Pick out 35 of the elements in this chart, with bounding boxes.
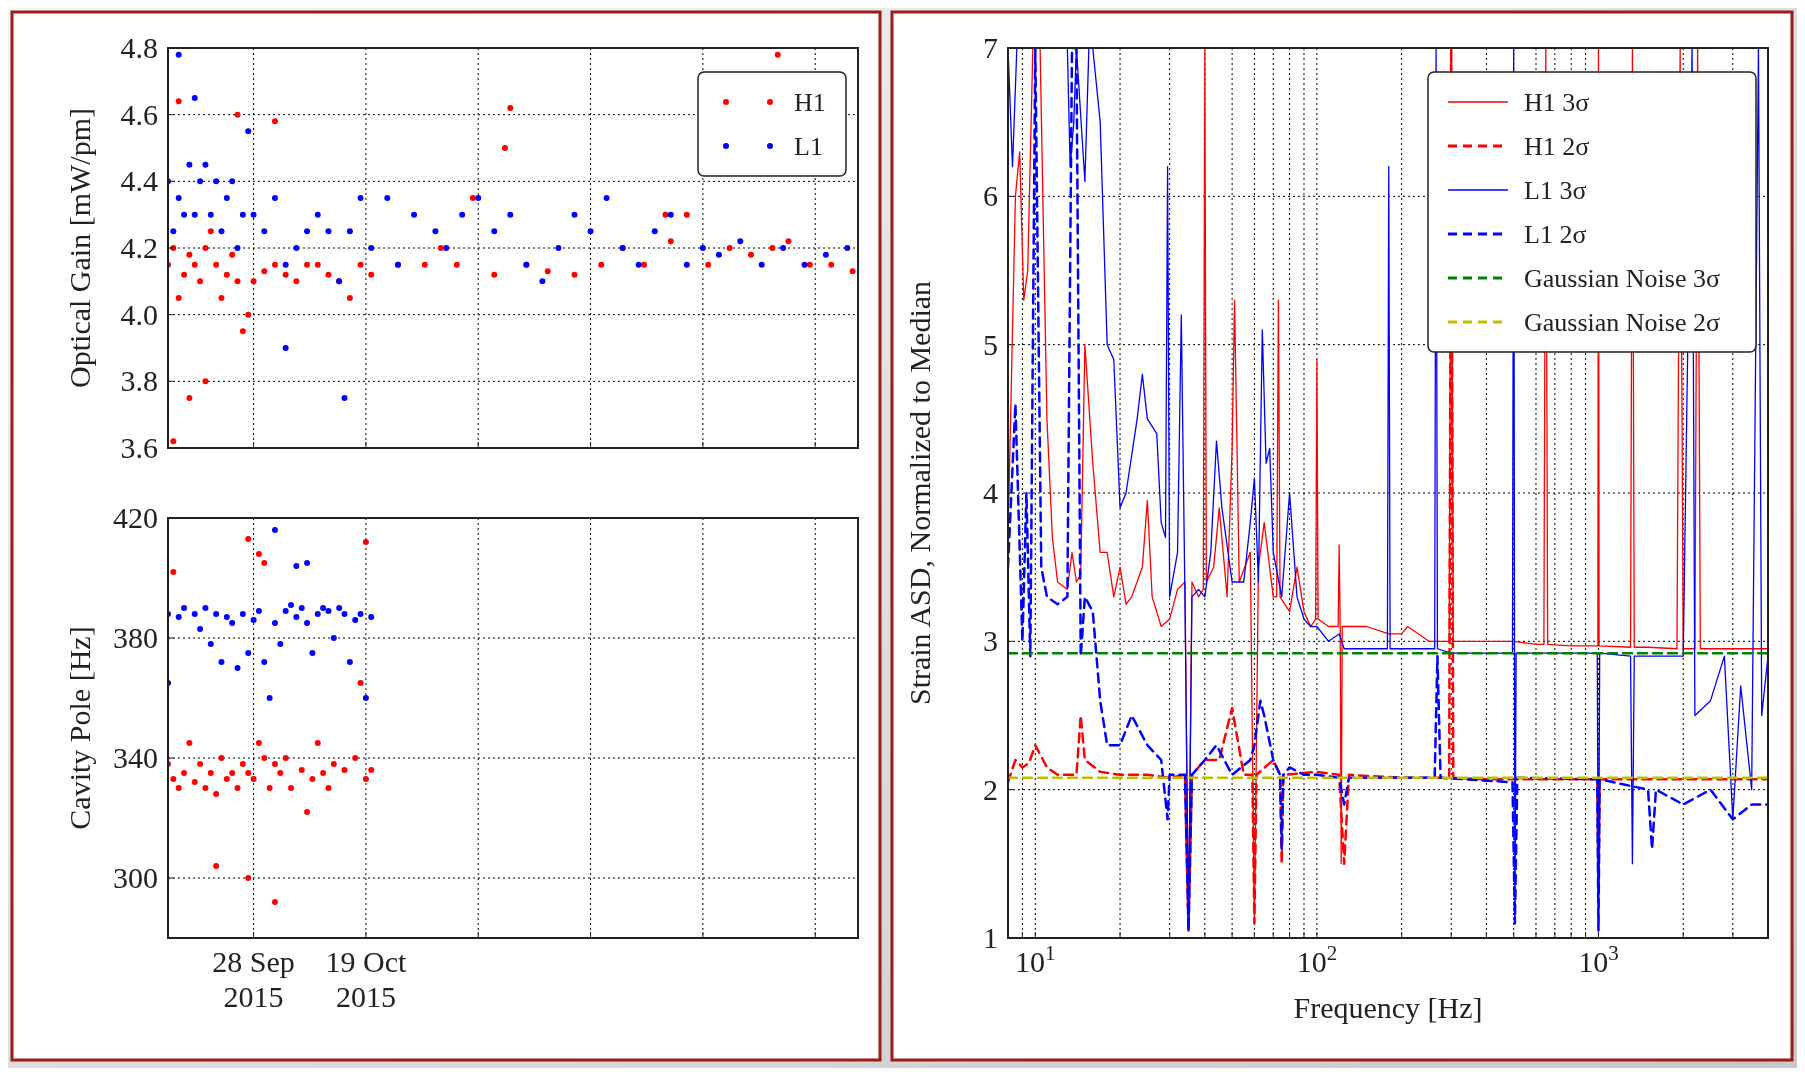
y-tick-label: 4.8: [120, 31, 158, 64]
y-tick-label: 4.0: [120, 297, 158, 331]
y-axis-title: Strain ASD, Normalized to Median: [903, 280, 936, 706]
legend-label: H1 2σ: [1524, 132, 1590, 161]
legend-label: L1: [794, 132, 823, 161]
y-axis-title: Cavity Pole [Hz]: [63, 626, 96, 830]
x-tick-label: 19 Oct 2015: [325, 945, 407, 1013]
y-tick-label: 4.4: [120, 164, 158, 198]
y-tick-label: 300: [113, 861, 158, 894]
legend-label: Gaussian Noise 2σ: [1524, 308, 1720, 337]
y-tick-label: 5: [983, 327, 998, 361]
legend-label: H1: [794, 88, 826, 117]
y-tick-label: 420: [113, 501, 158, 534]
legend-label: L1 3σ: [1524, 176, 1587, 205]
y-tick-label: 3.8: [120, 364, 158, 398]
y-tick-label: 340: [113, 741, 158, 774]
y-tick-label: 4: [983, 476, 998, 509]
x-tick-label: 10$^{2}$: [1296, 941, 1338, 978]
legend-label: L1 2σ: [1524, 220, 1587, 249]
y-tick-label: 3.6: [120, 431, 158, 464]
y-tick-label: 3: [983, 624, 998, 658]
y-tick-label: 7: [983, 31, 998, 64]
y-tick-label: 6: [983, 179, 998, 213]
y-tick-label: 1: [983, 921, 998, 954]
y-tick-label: 4.2: [120, 231, 158, 264]
y-axis-title: Optical Gain [mW/pm]: [63, 108, 96, 388]
x-tick-label: 10$^{1}$: [1015, 941, 1056, 978]
legend-label: Gaussian Noise 3σ: [1524, 264, 1720, 293]
y-tick-label: 380: [113, 621, 158, 654]
x-axis-title: Frequency [Hz]: [1293, 991, 1483, 1024]
x-tick-label: 10$^{3}$: [1578, 941, 1619, 978]
x-tick-label: 28 Sep 2015: [212, 945, 295, 1013]
legend-label: H1 3σ: [1524, 88, 1590, 117]
y-tick-label: 2: [983, 772, 998, 806]
y-tick-label: 4.6: [120, 97, 158, 131]
